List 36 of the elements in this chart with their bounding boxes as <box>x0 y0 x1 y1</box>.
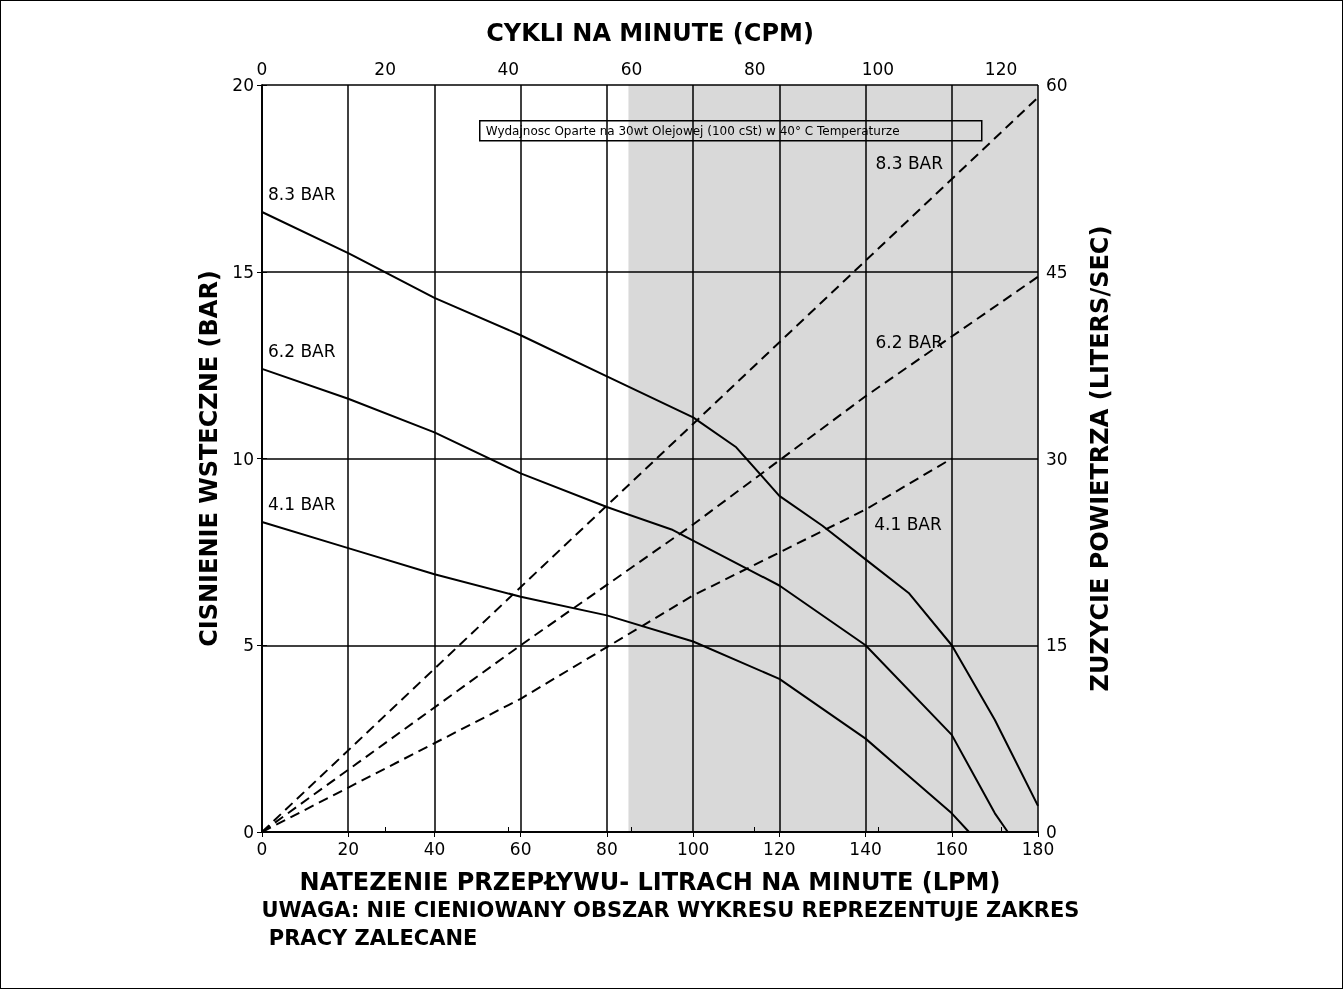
y-tick-label: 20 <box>232 75 254 95</box>
y2-tick-label: 30 <box>1046 448 1068 469</box>
x-tick-label: 140 <box>849 838 882 859</box>
y-tick-label: 5 <box>243 635 254 656</box>
x2-tick-label: 120 <box>984 58 1018 79</box>
x-tick-label: 160 <box>935 838 968 859</box>
x-tick-label: 120 <box>763 838 796 859</box>
series-label: 4.1 BAR <box>268 494 336 515</box>
y2-tick-label: 15 <box>1046 635 1068 656</box>
x2-tick-label: 40 <box>497 58 520 79</box>
y2-axis-title: ZUZYCIE POWIETRZA (LITERS/SEC) <box>1086 225 1114 692</box>
x-tick-label: 60 <box>509 838 532 859</box>
x2-tick-label: 80 <box>743 58 766 79</box>
series-label: 6.2 BAR <box>875 332 944 353</box>
x-tick-label: 80 <box>596 838 618 859</box>
y-tick-label: 0 <box>243 822 254 842</box>
x-tick-label: 100 <box>676 838 710 859</box>
x-axis-title: NATEZENIE PRZEPŁYWU- LITRACH NA MINUTE (LPM) <box>299 868 1001 896</box>
x2-tick-label: 100 <box>861 58 895 79</box>
x2-tick-label: 20 <box>374 58 396 79</box>
y-axis-title: CISNIENIE WSTECZNE (BAR) <box>195 270 224 647</box>
series-label: 8.3 BAR <box>875 152 944 173</box>
y2-tick-label: 60 <box>1046 75 1068 95</box>
text: UWAGA: NIE CIENIOWANY OBSZAR WYKRESU REPREZENTUJE ZAKRES PRACY ZALECANE <box>261 898 1080 950</box>
x-tick-label: 0 <box>256 838 268 859</box>
x-tick-label: 20 <box>337 838 360 859</box>
x-tick-label: 40 <box>423 838 446 859</box>
x2-axis-title: CYKLI NA MINUTE (CPM) <box>486 19 814 47</box>
series-label: 6.2 BAR <box>268 341 336 362</box>
y2-tick-label: 45 <box>1046 261 1068 282</box>
x2-tick-label: 60 <box>620 58 643 79</box>
y-tick-label: 10 <box>232 448 254 469</box>
y-tick-label: 15 <box>232 261 254 282</box>
x2-tick-label: 0 <box>256 58 268 79</box>
series-label: 8.3 BAR <box>268 184 336 205</box>
series-label: 4.1 BAR <box>874 514 942 534</box>
